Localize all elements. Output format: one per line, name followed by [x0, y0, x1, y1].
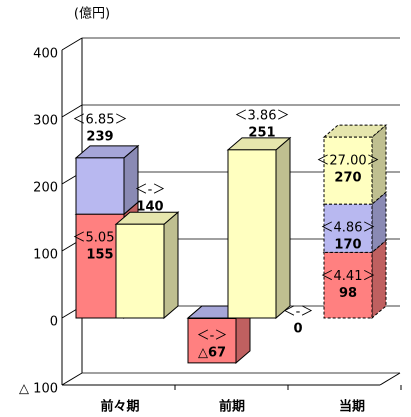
bar: [323, 251, 373, 319]
value-label: 140: [136, 200, 163, 215]
ratio-label: ＜-＞: [135, 183, 166, 198]
ratio-label: ＜4.86＞: [321, 221, 376, 236]
y-tick-label: 200: [33, 181, 58, 196]
bar-side: [163, 211, 179, 320]
ratio-label: ＜5.05＞: [73, 231, 128, 246]
value-label: 170: [334, 238, 361, 253]
y-tick-label: 300: [33, 114, 58, 129]
y-tick-label: 100: [33, 248, 58, 263]
value-label: 98: [339, 286, 357, 301]
value-label: 270: [334, 171, 361, 186]
floor-right: [379, 372, 401, 386]
x-tick-label: 当期: [339, 399, 365, 415]
ratio-label: ＜-＞: [283, 305, 314, 320]
bar: [75, 157, 125, 215]
bar: [323, 203, 373, 253]
tick-diagonal: [61, 104, 83, 118]
y-tick-label: 400: [33, 47, 58, 62]
value-label: 251: [248, 125, 275, 140]
bar: [115, 223, 165, 319]
value-label: 0: [293, 322, 302, 337]
ratio-label: ＜6.85＞: [73, 112, 128, 127]
tick-diagonal: [61, 372, 83, 386]
value-label: △67: [198, 346, 226, 361]
ratio-label: ＜4.41＞: [321, 269, 376, 284]
ratio-label: ＜-＞: [197, 329, 228, 344]
bar-side: [275, 136, 291, 320]
x-tick-label: 前々期: [100, 399, 139, 415]
bar: [323, 136, 373, 205]
ratio-label: ＜27.00＞: [316, 154, 379, 169]
y-tick-label: △ 100: [19, 382, 58, 397]
total-label: 239: [86, 129, 113, 144]
ratio-label: ＜3.86＞: [235, 108, 290, 123]
value-label: 155: [86, 248, 113, 263]
bar: [227, 149, 277, 319]
tick-diagonal: [61, 37, 83, 51]
unit-label: (億円): [74, 6, 110, 22]
y-tick-label: 0: [50, 315, 58, 330]
x-tick-label: 前期: [219, 399, 245, 415]
